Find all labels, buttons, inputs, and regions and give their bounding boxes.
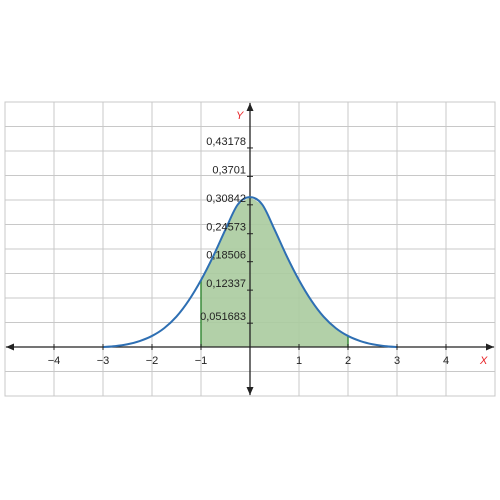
x-tick-label: −1 xyxy=(195,355,208,367)
x-axis-label: X xyxy=(479,355,488,367)
x-tick-label: 3 xyxy=(394,355,400,367)
axes xyxy=(6,103,494,395)
x-tick-label: −3 xyxy=(97,355,110,367)
x-axis-arrow-left xyxy=(6,343,14,351)
x-tick-labels: −4 −3 −2 −1 1 2 3 4 xyxy=(48,344,449,367)
x-tick-label: 2 xyxy=(345,355,351,367)
x-axis-arrow-right xyxy=(486,343,494,351)
y-tick-label: 0,43178 xyxy=(206,136,246,148)
x-tick-label: 4 xyxy=(443,355,449,367)
y-axis-arrow-down xyxy=(246,387,254,395)
y-tick-label: 0,3701 xyxy=(212,164,246,176)
y-tick-label: 0,30842 xyxy=(206,193,246,205)
y-tick-label: 0,12337 xyxy=(206,278,246,290)
x-tick-label: −4 xyxy=(48,355,61,367)
y-tick-label: 0,24573 xyxy=(206,222,246,234)
y-axis-arrow-up xyxy=(246,103,254,111)
y-axis-label: Y xyxy=(236,110,244,122)
y-tick-labels: 0,051683 0,12337 0,18506 0,24573 0,30842 0,37… xyxy=(200,136,253,324)
shaded-area xyxy=(201,197,348,347)
series-curve xyxy=(102,196,398,348)
x-tick-label: −2 xyxy=(146,355,159,367)
y-tick-label: 0,051683 xyxy=(200,311,246,323)
x-tick-label: 1 xyxy=(296,355,302,367)
y-tick-label: 0,18506 xyxy=(206,250,246,262)
